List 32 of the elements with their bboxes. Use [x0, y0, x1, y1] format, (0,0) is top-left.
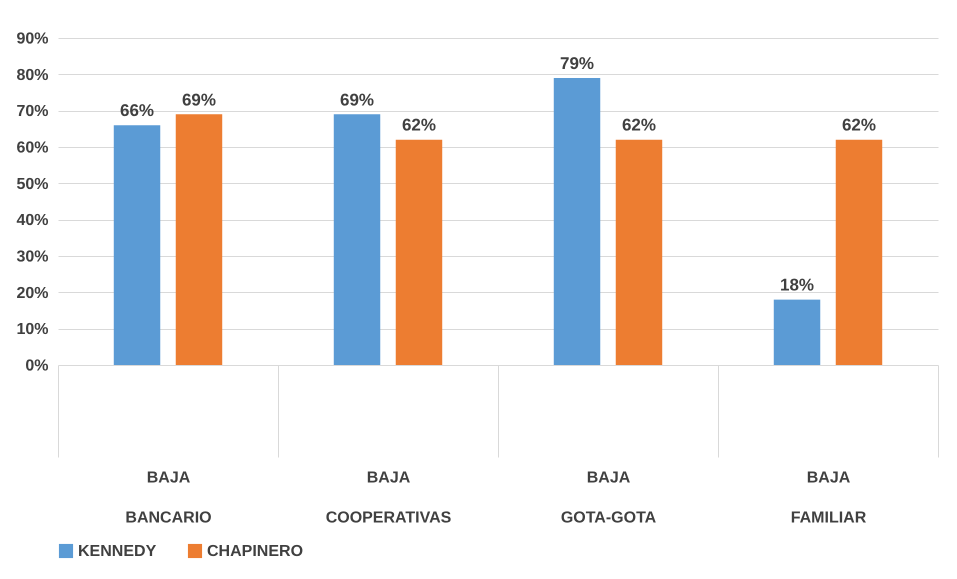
y-tick-label: 50%	[16, 176, 48, 193]
data-label: 69%	[182, 90, 216, 110]
bar	[616, 140, 662, 365]
bar	[114, 125, 160, 365]
bar	[836, 140, 882, 365]
data-label: 66%	[120, 101, 154, 120]
category-label: BAJA BANCARIO	[125, 470, 212, 526]
bar	[176, 114, 222, 365]
y-tick-label: 10%	[16, 321, 48, 338]
data-label: 62%	[402, 116, 436, 135]
bar	[774, 300, 820, 365]
y-tick-label: 70%	[16, 103, 48, 120]
data-label: 79%	[560, 54, 594, 73]
y-tick-label: 20%	[16, 284, 48, 302]
y-tick-label: 60%	[16, 140, 48, 156]
category-label: BAJA FAMILIAR	[790, 470, 866, 526]
bar	[334, 114, 380, 365]
y-tick-label: 90%	[16, 30, 48, 48]
y-tick-label: 0%	[25, 358, 48, 374]
data-label: 62%	[842, 116, 876, 135]
legend-label: KENNEDY	[78, 543, 157, 560]
category-label: BAJA COOPERATIVAS	[326, 470, 452, 526]
data-label: 18%	[780, 276, 814, 295]
data-label: 69%	[340, 90, 374, 110]
y-tick-label: 40%	[16, 212, 48, 230]
legend-label: CHAPINERO	[207, 543, 304, 560]
data-label: 62%	[622, 116, 656, 135]
bar	[396, 140, 442, 365]
bar	[554, 78, 600, 365]
category-label: BAJA GOTA-GOTA	[560, 470, 656, 526]
y-tick-label: 30%	[16, 248, 48, 266]
y-tick-label: 80%	[16, 66, 48, 84]
